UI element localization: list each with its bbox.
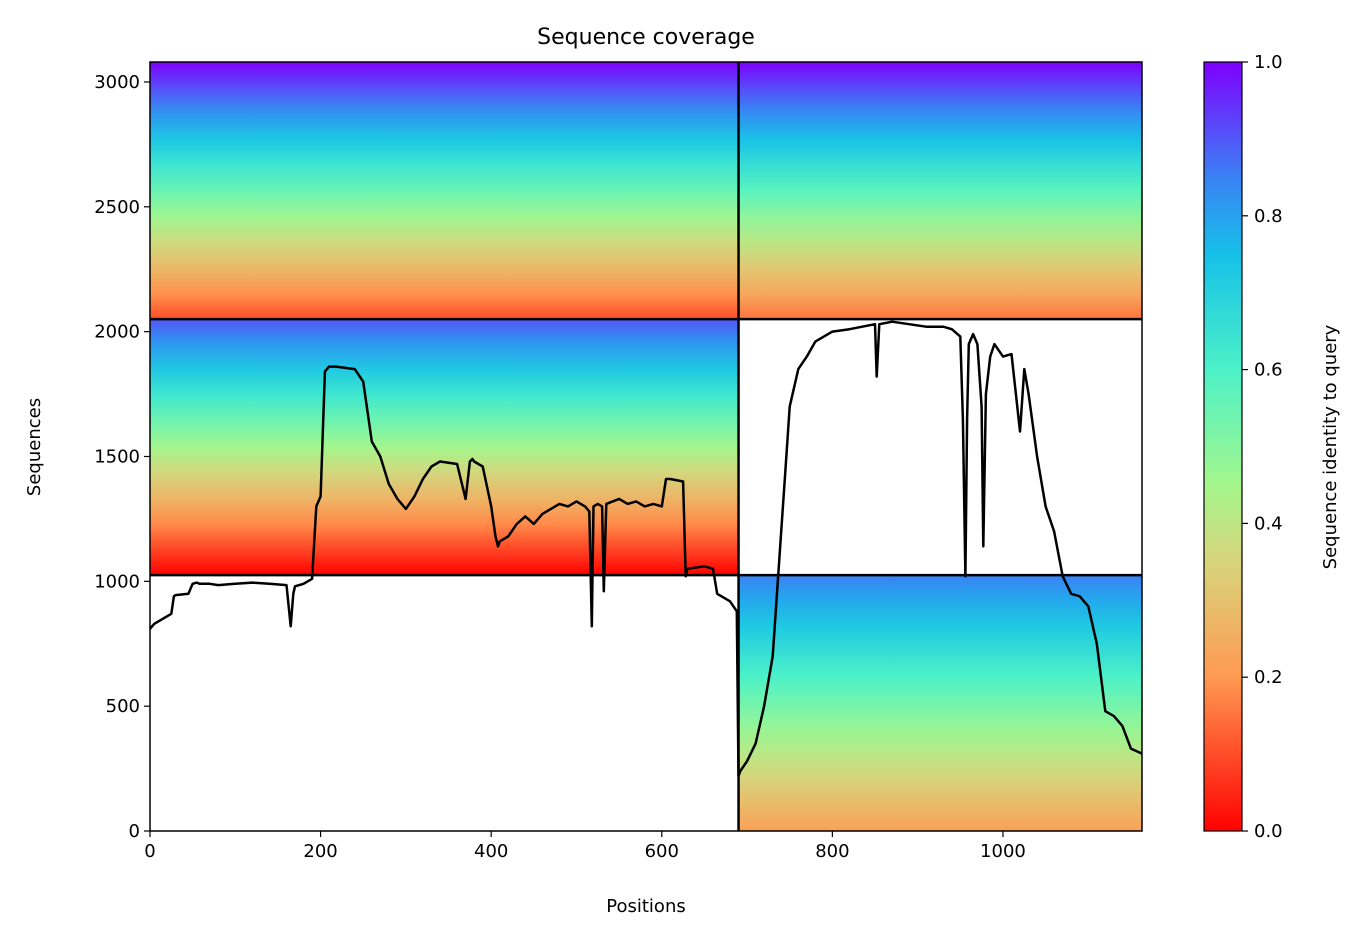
- y-tick-label: 3000: [94, 72, 140, 93]
- y-axis-label: Sequences: [24, 398, 45, 496]
- y-tick-label: 0: [129, 821, 140, 842]
- x-tick-label: 800: [815, 841, 849, 862]
- x-tick-label: 400: [474, 841, 508, 862]
- x-tick-label: 1000: [980, 841, 1026, 862]
- plot-area: [149, 62, 1143, 831]
- axes: 0 200 400 600 800 1000 0 500 1000 1500 2000 2500 300…: [94, 61, 1143, 862]
- coverage-block-2: [150, 319, 739, 576]
- chart-title: Sequence coverage: [537, 25, 755, 50]
- y-tick-label: 500: [106, 696, 140, 717]
- colorbar-scale: [1203, 61, 1243, 832]
- x-tick-label: 600: [645, 841, 679, 862]
- y-tick-label: 2000: [94, 322, 140, 343]
- colorbar-tick-label: 0.6: [1254, 360, 1283, 381]
- colorbar: 0.0 0.2 0.4 0.6 0.8 1.0: [1203, 52, 1283, 842]
- colorbar-tick-label: 0.2: [1254, 667, 1283, 688]
- plot-frame: [149, 61, 1143, 832]
- y-tick-label: 1000: [94, 571, 140, 592]
- y-tick-label: 2500: [94, 197, 140, 218]
- x-tick-label: 200: [303, 841, 337, 862]
- coverage-block-3: [738, 575, 1142, 831]
- colorbar-tick-label: 0.8: [1254, 206, 1283, 227]
- colorbar-tick-label: 1.0: [1254, 52, 1283, 73]
- x-tick-label: 0: [144, 841, 155, 862]
- coverage-line: [149, 320, 1143, 778]
- y-tick-label: 1500: [94, 446, 140, 467]
- colorbar-label: Sequence identity to query: [1320, 324, 1341, 569]
- x-axis-label: Positions: [606, 896, 685, 917]
- colorbar-tick-label: 0.0: [1254, 821, 1283, 842]
- coverage-block-1: [738, 62, 1142, 320]
- coverage-block-0: [150, 62, 739, 320]
- colorbar-tick-label: 0.4: [1254, 513, 1283, 534]
